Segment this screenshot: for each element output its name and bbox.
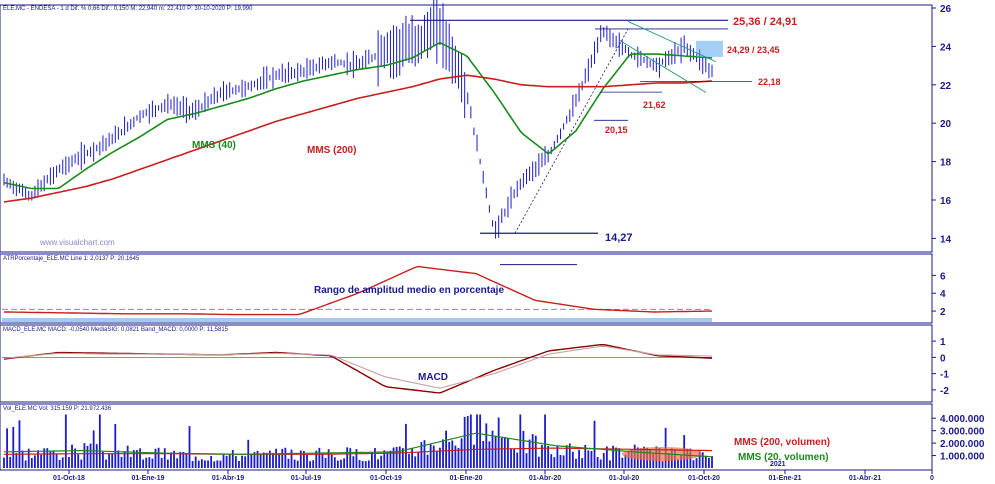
mms200-line — [3, 74, 713, 203]
date-label: 01-Abr-20 — [529, 475, 561, 482]
watermark: www.visualchart.com — [39, 238, 115, 247]
date-label: 01-Oct-18 — [53, 475, 85, 482]
atr-tick-label: 2 — [940, 307, 946, 318]
macd-series — [2, 343, 713, 394]
date-label: 01-Abr-19 — [212, 475, 244, 482]
atr-series — [2, 264, 712, 322]
macd-tick-label: 0 — [940, 353, 946, 364]
volume-bars — [3, 414, 713, 468]
date-label: 01-Ene-21 — [768, 475, 801, 482]
price-tick-label: 24 — [940, 42, 952, 53]
label-mms40: MMS (40) — [192, 140, 236, 151]
year-marker: 2021 — [770, 461, 786, 468]
date-label: 01-Abr-21 — [849, 475, 881, 482]
label-macd: MACD — [418, 372, 448, 383]
annotation-low: 14,27 — [605, 232, 633, 244]
atr-tick-label: 4 — [940, 289, 946, 300]
annotation-support-3: 20,15 — [605, 125, 628, 135]
label-mms200: MMS (200) — [307, 145, 356, 156]
date-label: 0 — [930, 475, 934, 482]
atr-line — [4, 265, 712, 316]
label-atr: Rango de amplitud medio en porcentaje — [314, 285, 504, 296]
vol-mms20-line — [4, 432, 713, 458]
price-tick-label: 26 — [940, 4, 952, 15]
channel-upper — [627, 21, 717, 63]
trendline-support — [514, 28, 629, 234]
macd-line — [3, 343, 713, 394]
price-levels — [410, 19, 752, 234]
axis-ticks: 26 24 22 20 18 16 14 6 4 2 1 0 -1 -2 4.000.000 3.000.00… — [53, 4, 985, 482]
macd-tick-label: -2 — [940, 386, 949, 397]
volume-tick-label: 1.000.000 — [940, 452, 985, 463]
macd-tick-label: 1 — [940, 337, 946, 348]
label-vol200: MMS (200, volumen) — [734, 437, 830, 448]
price-panel — [0, 4, 933, 253]
date-label: 01-Ene-20 — [449, 475, 482, 482]
price-tick-label: 14 — [940, 234, 952, 245]
label-vol20: MMS (20, volumen) — [738, 452, 829, 463]
annotation-support-2: 21,62 — [643, 100, 666, 110]
price-tick-label: 20 — [940, 119, 952, 130]
price-lines — [3, 41, 713, 203]
macd-header: MACD_ELE.MC MACD: -0,0540 MediaSIG: 0,08… — [3, 327, 229, 333]
atr-panel — [0, 253, 933, 324]
date-label: 01-Jul-20 — [609, 475, 639, 482]
volume-tick-label: 2.000.000 — [940, 439, 985, 450]
annotation-high: 25,36 / 24,91 — [733, 16, 797, 28]
macd-signal-line — [3, 345, 713, 389]
volume-header: Vol_ELE.MC Vol: 315.159 P: 21.972.436 — [3, 406, 112, 412]
date-label: 01-Oct-19 — [370, 475, 402, 482]
annotation-support-1: 22,18 — [758, 77, 781, 87]
price-header: ELE.MC - ENDESA - 1 d Dif. % 0,66 Dif.: … — [3, 6, 253, 12]
price-tick-label: 18 — [940, 158, 952, 169]
range-box — [696, 40, 723, 57]
date-label: 01-Ene-19 — [131, 475, 164, 482]
volume-tick-label: 4.000.000 — [940, 414, 985, 425]
macd-tick-label: -1 — [940, 370, 949, 381]
atr-header: ATRPorcentaje_ELE.MC Line 1: 2,0137 P: 2… — [3, 256, 140, 262]
price-tick-label: 16 — [940, 196, 952, 207]
price-bars — [3, 0, 713, 239]
atr-tick-label: 6 — [940, 271, 946, 282]
annotation-box: 24,29 / 23,45 — [727, 45, 780, 55]
date-label: 01-Jul-19 — [291, 475, 321, 482]
date-label: 01-Oct-20 — [688, 475, 720, 482]
mms40-line — [3, 41, 713, 190]
channel-lower — [619, 40, 707, 93]
atr-band — [2, 318, 712, 322]
price-tick-label: 22 — [940, 81, 952, 92]
macd-panel — [0, 324, 933, 403]
volume-tick-label: 3.000.000 — [940, 427, 985, 438]
